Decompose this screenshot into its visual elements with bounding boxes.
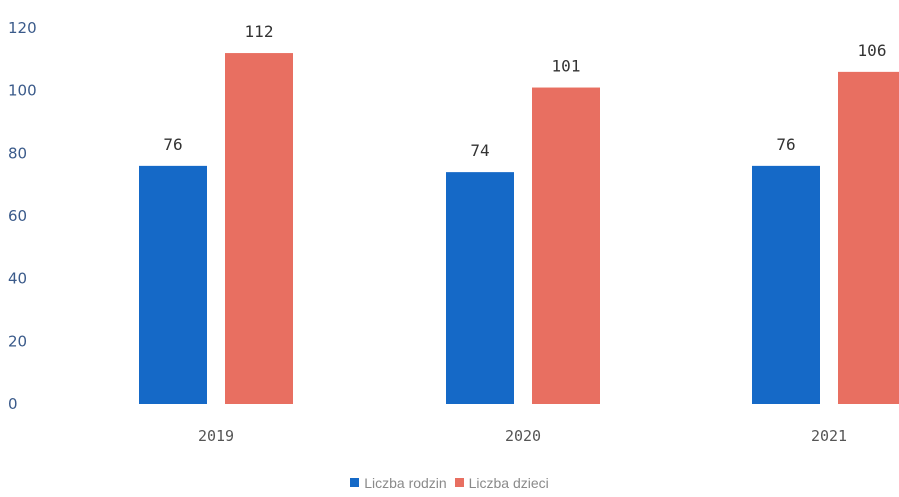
y-tick-label-0: 0 <box>8 395 18 413</box>
bar-families-2021 <box>752 165 820 404</box>
bar-children-2019 <box>225 53 293 405</box>
data-label-families-2019: 76 <box>163 135 182 154</box>
legend-item-families: Liczba rodzin <box>350 475 447 491</box>
bar-children-2021 <box>838 71 899 404</box>
bar-families-2019 <box>139 165 207 404</box>
x-tick-label-2021: 2021 <box>811 427 847 445</box>
legend-swatch-children <box>454 478 464 487</box>
bar-children-2020 <box>532 87 600 405</box>
legend-label-families: Liczba rodzin <box>364 474 447 491</box>
y-tick-label-3: 60 <box>8 207 27 225</box>
y-tick-label-1: 20 <box>8 332 27 350</box>
y-axis: 0 20 40 60 80 100 120 <box>8 19 37 413</box>
x-axis: 2019 2020 2021 <box>198 427 847 445</box>
x-tick-label-2020: 2020 <box>505 427 541 445</box>
data-label-families-2021: 76 <box>776 135 795 154</box>
x-tick-label-2019: 2019 <box>198 427 234 445</box>
data-label-children-2020: 101 <box>552 57 581 76</box>
legend-label-children: Liczba dzieci <box>468 474 549 491</box>
legend-swatch-families <box>350 478 360 487</box>
data-label-children-2021: 106 <box>858 41 887 60</box>
y-tick-label-2: 40 <box>8 270 27 288</box>
legend: Liczba rodzin Liczba dzieci <box>0 474 899 491</box>
y-tick-label-6: 120 <box>8 19 37 37</box>
y-tick-label-4: 80 <box>8 144 27 162</box>
bars: 76 112 74 101 76 106 <box>139 22 899 405</box>
legend-item-children: Liczba dzieci <box>454 474 549 491</box>
data-label-children-2019: 112 <box>245 22 274 41</box>
bar-families-2020 <box>446 172 514 404</box>
y-tick-label-5: 100 <box>8 82 37 100</box>
data-label-families-2020: 74 <box>470 141 489 160</box>
